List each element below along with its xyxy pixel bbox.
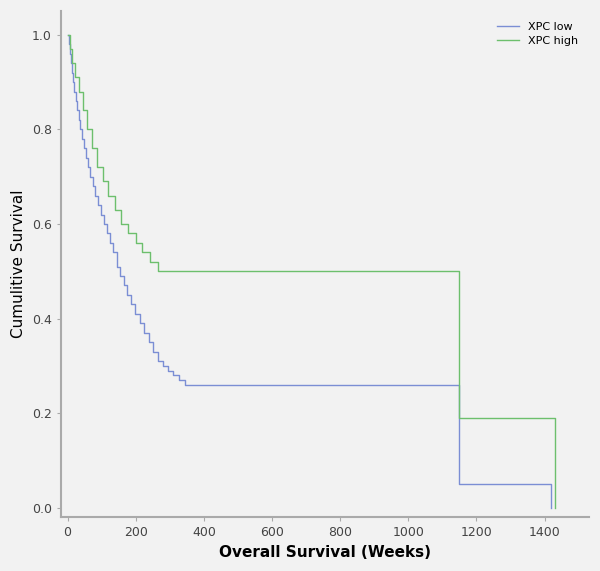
Y-axis label: Cumulitive Survival: Cumulitive Survival: [11, 190, 26, 339]
X-axis label: Overall Survival (Weeks): Overall Survival (Weeks): [219, 545, 431, 560]
Legend: XPC low, XPC high: XPC low, XPC high: [491, 17, 583, 51]
